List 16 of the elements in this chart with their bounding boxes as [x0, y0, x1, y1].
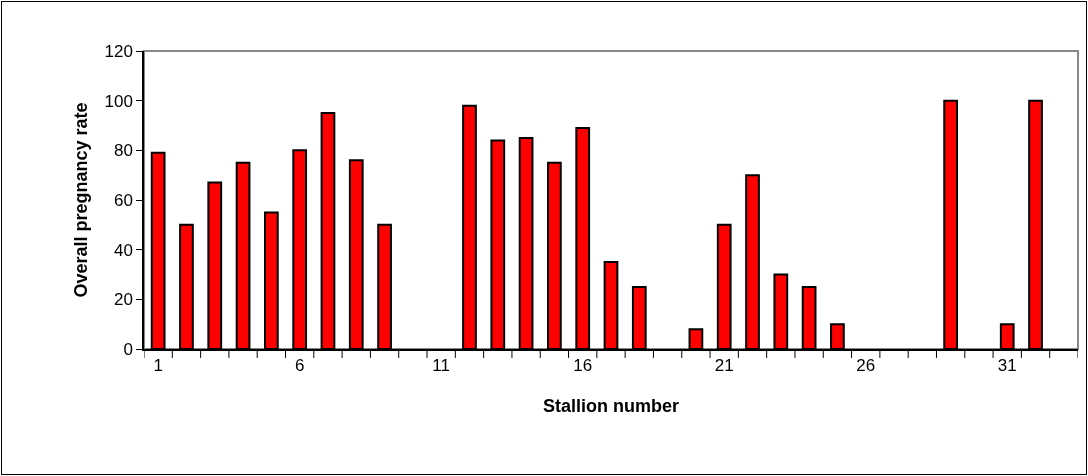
y-tick-label: 100	[104, 91, 133, 111]
x-axis-title: Stallion number	[542, 395, 680, 416]
x-tick-label: 1	[153, 356, 163, 376]
y-tick-label: 120	[104, 41, 133, 61]
x-tick-label: 16	[573, 356, 593, 376]
x-tick-label: 26	[856, 356, 876, 376]
x-tick-label: 21	[714, 356, 734, 376]
y-tick-label: 20	[113, 290, 133, 310]
y-tick-label: 0	[123, 339, 133, 359]
x-tick-label: 6	[294, 356, 305, 376]
y-tick-label: 80	[113, 141, 133, 161]
x-tick-label: 11	[432, 356, 451, 376]
y-axis-title: Overall pregnancy rate	[71, 102, 92, 298]
y-tick-label: 40	[113, 240, 133, 260]
y-tick-label: 60	[113, 190, 133, 210]
x-tick-label: 31	[997, 356, 1017, 376]
